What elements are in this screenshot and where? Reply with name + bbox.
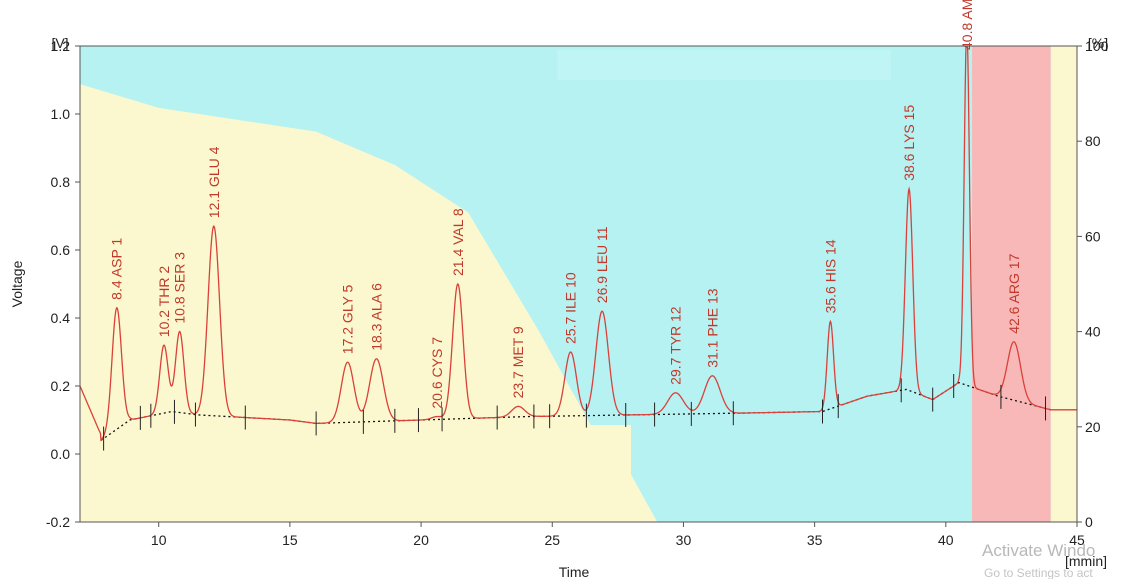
peak-label: 42.6 ARG 17	[1006, 253, 1022, 333]
peak-label: 35.6 HIS 14	[822, 239, 838, 313]
x-tick-label: 20	[413, 532, 429, 548]
watermark-line1: Activate Windo	[982, 541, 1095, 560]
y-tick-label: 0.0	[51, 446, 71, 462]
peak-label: 38.6 LYS 15	[901, 105, 917, 181]
y2-tick-label: 20	[1085, 419, 1101, 435]
highlight-strip	[557, 50, 891, 80]
peak-label: 31.1 PHE 13	[704, 288, 720, 368]
y-tick-label: 1.0	[51, 106, 71, 122]
y-tick-label: 0.6	[51, 242, 71, 258]
y-axis-unit: [V]	[51, 35, 68, 51]
x-tick-label: 40	[938, 532, 954, 548]
x-tick-label: 10	[151, 532, 167, 548]
peak-label: 21.4 VAL 8	[450, 208, 466, 276]
eluent-backgrounds	[80, 46, 1077, 522]
chromatogram-trace	[80, 46, 1077, 442]
signal-line	[80, 46, 1077, 442]
peak-label: 10.2 THR 2	[156, 266, 172, 338]
x-tick-label: 25	[544, 532, 560, 548]
y2-tick-label: 40	[1085, 324, 1101, 340]
peak-label: 17.2 GLY 5	[340, 284, 356, 354]
eluent-a-region	[80, 84, 658, 522]
x-axis-unit: [mmin]	[1065, 553, 1107, 569]
axes: 10 15 20 25 30 35 40 45 -0.2 0.0 0.2 0.4 0.6 0.8 1.0 1.…	[46, 38, 1109, 548]
x-tick-label: 30	[676, 532, 692, 548]
peak-label: 40.8 AMMONIA 16	[959, 0, 975, 50]
peak-label: 8.4 ASP 1	[109, 238, 125, 300]
y2-tick-label: 100	[1085, 38, 1109, 54]
peak-label: 18.3 ALA 6	[368, 283, 384, 351]
peak-label: 26.9 LEU 11	[594, 226, 610, 303]
y-axis-title: Voltage	[9, 260, 25, 307]
plot-frame	[79, 45, 1078, 523]
peak-label: 25.7 ILE 10	[563, 272, 579, 344]
y-tick-label: 0.8	[51, 174, 71, 190]
peak-label: 20.6 CYS 7	[429, 337, 445, 409]
watermark-line2: Go to Settings to act	[984, 566, 1093, 579]
peak-label: 10.8 SER 3	[172, 252, 188, 324]
x-tick-label: 15	[282, 532, 298, 548]
peak-label: 12.1 GLU 4	[206, 146, 222, 218]
y-tick-label: 0.4	[51, 310, 71, 326]
y2-tick-label: 0	[1085, 514, 1093, 530]
peak-labels: 8.4 ASP 1 10.2 THR 2 10.8 SER 3 12.1 GLU 4 1…	[109, 0, 1022, 409]
y-tick-label: 1.2	[51, 38, 71, 54]
peak-label: 29.7 TYR 12	[668, 306, 684, 385]
x-tick-label: 35	[807, 532, 823, 548]
integration-marks	[103, 374, 1047, 451]
eluent-step	[578, 425, 631, 522]
peak-label: 23.7 MET 9	[510, 326, 526, 398]
y-tick-label: 0.2	[51, 378, 71, 394]
y2-axis-unit: [%]	[1088, 35, 1108, 51]
y2-tick-label: 60	[1085, 228, 1101, 244]
y-tick-label: -0.2	[46, 514, 70, 530]
region-column_wash	[972, 46, 1051, 522]
x-tick-label: 45	[1069, 532, 1085, 548]
x-axis-title: Time	[559, 564, 590, 579]
region-eluent_a	[1050, 46, 1077, 522]
y2-tick-label: 80	[1085, 133, 1101, 149]
